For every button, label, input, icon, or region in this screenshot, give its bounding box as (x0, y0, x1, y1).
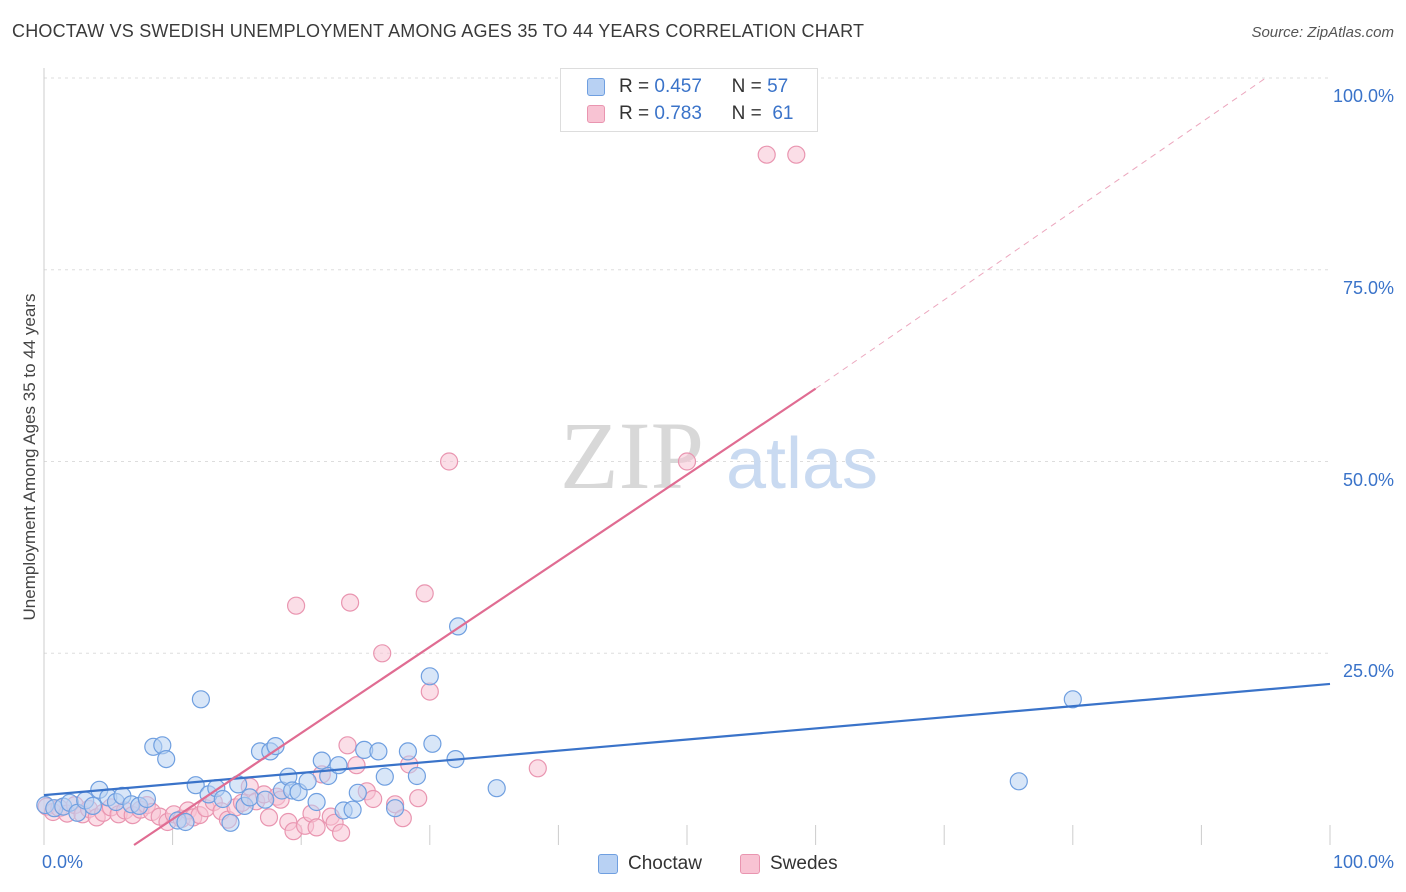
choctaw-trend-line (43, 682, 1331, 797)
grid-lines (43, 68, 1331, 845)
y-tick-label: 25.0% (1342, 661, 1394, 682)
legend-row-swedes: R = 0.783 N = 61 (587, 102, 793, 126)
swedes-point (415, 584, 434, 603)
swedes-point (420, 682, 439, 701)
choctaw-point (256, 790, 275, 809)
legend-n-value-swedes: 61 (772, 103, 794, 124)
choctaw-point (386, 799, 405, 818)
choctaw-point (423, 734, 442, 753)
choctaw-point (221, 813, 240, 832)
choctaw-point (420, 667, 439, 686)
swedes-point (677, 452, 697, 471)
choctaw-point (176, 812, 195, 832)
legend-r-value-choctaw: 0.457 (654, 76, 702, 97)
choctaw-point (157, 749, 176, 769)
choctaw-point (1009, 772, 1028, 791)
choctaw-point (213, 789, 232, 809)
choctaw-point (343, 800, 362, 819)
swedes-point (440, 452, 459, 471)
swedes-trend-line (133, 387, 817, 846)
choctaw-point (407, 766, 426, 786)
choctaw-point (307, 792, 326, 812)
swedes-point (307, 818, 326, 837)
choctaw-point (348, 783, 367, 802)
swedes-point (528, 759, 547, 778)
x-tick-label: 100.0% (1332, 852, 1394, 872)
trend-lines (43, 77, 1331, 846)
legend-swatch-choctaw (587, 78, 605, 96)
swedes-point (757, 145, 776, 164)
choctaw-point (240, 788, 259, 807)
source-label: Source: ZipAtlas.com (1251, 24, 1394, 41)
choctaw-point (375, 767, 394, 786)
swedes-point (787, 145, 806, 164)
legend-r-label: R = (619, 103, 650, 124)
legend-swatch-swedes (587, 105, 605, 123)
legend-n-label: N = (731, 103, 762, 124)
legend-row-choctaw: R = 0.457 N = 57 (587, 75, 788, 99)
choctaw-point (312, 751, 331, 770)
watermark: ZIP atlas (560, 402, 878, 509)
swedes-point (341, 593, 360, 612)
swedes-point (287, 596, 306, 615)
choctaw-point (191, 690, 210, 709)
choctaw-point (487, 779, 506, 798)
choctaw-point (369, 742, 388, 761)
swedes-point (347, 756, 366, 775)
bottom-legend-choctaw: Choctaw (598, 852, 702, 876)
legend-r-value-swedes: 0.783 (654, 103, 702, 124)
chart-title: CHOCTAW VS SWEDISH UNEMPLOYMENT AMONG AG… (12, 21, 865, 41)
choctaw-point (1063, 690, 1082, 709)
swedes-point (373, 644, 392, 663)
swedes-point (332, 823, 351, 842)
y-tick-label: 75.0% (1342, 277, 1394, 298)
bottom-legend-label-swedes: Swedes (770, 853, 838, 874)
x-tick-label: 0.0% (42, 852, 84, 872)
choctaw-point (298, 772, 317, 791)
bottom-legend-swatch-swedes (740, 854, 760, 874)
bottom-legend-swedes: Swedes (740, 852, 838, 876)
swedes-point (364, 789, 383, 809)
choctaw-point (398, 742, 417, 761)
legend-n-label: N = (731, 76, 762, 97)
swedes-point (338, 736, 357, 755)
choctaw-point (266, 736, 285, 756)
choctaw-point (137, 789, 156, 809)
watermark-zip: ZIP (560, 402, 704, 509)
watermark-atlas: atlas (726, 424, 878, 504)
y-tick-label: 100.0% (1332, 86, 1394, 106)
choctaw-points (36, 617, 1082, 832)
bottom-legend-swatch-choctaw (598, 854, 618, 874)
choctaw-point (83, 796, 103, 816)
legend: R = 0.457 N = 57 R = 0.783 N = 61 (560, 68, 818, 132)
legend-r-label: R = (619, 76, 650, 97)
swedes-point (409, 789, 428, 808)
legend-n-value-choctaw: 57 (767, 76, 789, 97)
bottom-legend-label-choctaw: Choctaw (628, 853, 702, 874)
swedes-point (259, 808, 279, 827)
swedes-trend-extension (815, 77, 1266, 390)
y-tick-label: 50.0% (1342, 469, 1394, 490)
